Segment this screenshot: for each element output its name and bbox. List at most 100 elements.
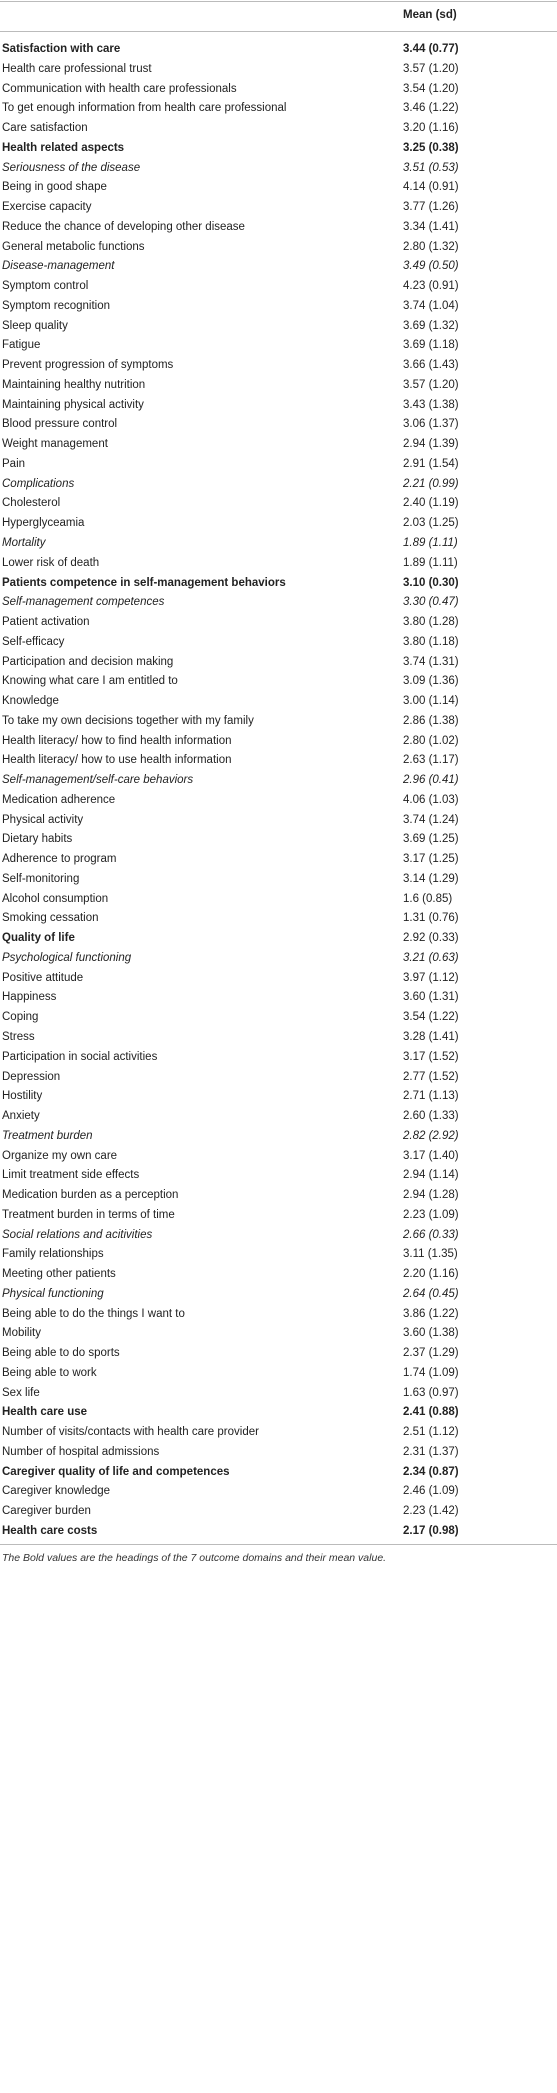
row-label: Treatment burden xyxy=(2,1129,93,1142)
row-value: 3.80 (1.28) xyxy=(403,616,459,629)
row-value: 3.69 (1.18) xyxy=(403,339,459,352)
row-value: 3.77 (1.26) xyxy=(403,201,459,214)
row-value: 2.41 (0.88) xyxy=(403,1406,459,1419)
row-value: 4.23 (0.91) xyxy=(403,280,459,293)
row-value: 3.17 (1.25) xyxy=(403,853,459,866)
row-value: 2.94 (1.39) xyxy=(403,438,459,451)
row-label: Knowledge xyxy=(2,695,59,708)
row-value: 3.51 (0.53) xyxy=(403,161,459,174)
row-value: 3.74 (1.04) xyxy=(403,299,459,312)
row-label: Exercise capacity xyxy=(2,201,92,214)
row-label: Hyperglyceamia xyxy=(2,517,85,530)
row-label: To get enough information from health ca… xyxy=(2,102,287,115)
row-label: Blood pressure control xyxy=(2,418,118,431)
row-label: Physical functioning xyxy=(2,1287,104,1300)
row-value: 3.44 (0.77) xyxy=(403,43,459,55)
row-label: Organize my own care xyxy=(2,1149,118,1162)
row-label: Maintaining healthy nutrition xyxy=(2,378,146,391)
row-label: Satisfaction with care xyxy=(2,43,121,55)
row-value: 2.96 (0.41) xyxy=(403,774,459,787)
row-label: Stress xyxy=(2,1031,35,1043)
table-footnote: The Bold values are the headings of the … xyxy=(2,1551,387,1564)
row-value: 3.69 (1.32) xyxy=(403,319,459,332)
row-label: Pain xyxy=(2,457,26,470)
row-value: 2.71 (1.13) xyxy=(403,1090,459,1103)
row-label: Weight management xyxy=(2,438,108,451)
row-value: 1.6 (0.85) xyxy=(403,892,453,905)
row-value: 1.89 (1.11) xyxy=(403,537,458,549)
row-label: Physical activity xyxy=(2,813,84,826)
row-value: 1.74 (1.09) xyxy=(403,1366,459,1379)
row-value: 2.80 (1.02) xyxy=(403,734,459,747)
row-label: Health care costs xyxy=(2,1525,98,1537)
row-label: Fatigue xyxy=(2,339,41,352)
row-value: 2.23 (1.09) xyxy=(403,1208,459,1221)
row-label: Family relationships xyxy=(2,1248,104,1261)
row-value: 3.17 (1.52) xyxy=(403,1050,459,1063)
column-header: Mean (sd) xyxy=(403,9,457,21)
row-label: Knowing what care I am entitled to xyxy=(2,675,178,688)
row-label: General metabolic functions xyxy=(2,240,145,253)
row-label: Quality of life xyxy=(2,932,75,945)
row-label: Positive attitude xyxy=(2,971,84,984)
row-value: 3.57 (1.20) xyxy=(403,378,459,391)
row-value: 2.60 (1.33) xyxy=(403,1110,459,1123)
row-label: Complications xyxy=(2,477,75,490)
row-value: 3.28 (1.41) xyxy=(403,1031,459,1043)
row-value: 3.46 (1.22) xyxy=(403,102,459,115)
row-label: Participation and decision making xyxy=(2,655,174,668)
row-label: Symptom control xyxy=(2,280,89,293)
row-label: Meeting other patients xyxy=(2,1268,116,1281)
row-value: 3.66 (1.43) xyxy=(403,359,459,372)
row-label: Reduce the chance of developing other di… xyxy=(2,220,245,233)
row-label: Sex life xyxy=(2,1386,40,1399)
row-label: Being able to work xyxy=(2,1366,97,1379)
row-label: Seriousness of the disease xyxy=(2,161,141,174)
row-label: Self-management competences xyxy=(2,596,165,609)
row-value: 2.64 (0.45) xyxy=(403,1287,459,1300)
row-value: 2.37 (1.29) xyxy=(403,1347,459,1360)
table-bottom-rule xyxy=(0,1543,557,1545)
row-label: Health related aspects xyxy=(2,141,125,154)
row-label: Happiness xyxy=(2,991,57,1004)
row-label: Being able to do sports xyxy=(2,1347,120,1360)
row-label: Health literacy/ how to find health info… xyxy=(2,734,232,747)
row-value: 3.54 (1.20) xyxy=(403,82,459,95)
row-label: Medication burden as a perception xyxy=(2,1189,179,1202)
row-value: 3.34 (1.41) xyxy=(403,220,459,233)
row-value: 2.31 (1.37) xyxy=(403,1445,459,1458)
row-value: 2.94 (1.14) xyxy=(403,1169,459,1182)
row-value: 3.30 (0.47) xyxy=(403,596,459,609)
row-value: 3.80 (1.18) xyxy=(403,635,459,648)
row-label: Self-management/self-care behaviors xyxy=(2,774,194,787)
row-label: Caregiver burden xyxy=(2,1505,91,1518)
row-value: 2.80 (1.32) xyxy=(403,240,459,253)
row-label: Maintaining physical activity xyxy=(2,398,144,411)
row-value: 3.11 (1.35) xyxy=(403,1248,458,1261)
row-value: 2.92 (0.33) xyxy=(403,932,459,945)
row-label: Disease-management xyxy=(2,260,115,273)
row-label: To take my own decisions together with m… xyxy=(2,714,254,727)
row-value: 3.14 (1.29) xyxy=(403,872,459,885)
row-label: Medication adherence xyxy=(2,793,116,806)
row-value: 1.89 (1.11) xyxy=(403,556,458,569)
row-value: 3.57 (1.20) xyxy=(403,62,459,75)
row-label: Participation in social activities xyxy=(2,1050,158,1063)
row-value: 3.49 (0.50) xyxy=(403,260,459,273)
row-label: Number of hospital admissions xyxy=(2,1445,160,1458)
row-label: Hostility xyxy=(2,1090,43,1103)
row-label: Alcohol consumption xyxy=(2,892,109,905)
row-value: 2.91 (1.54) xyxy=(403,457,459,470)
row-label: Anxiety xyxy=(2,1110,40,1123)
row-value: 2.40 (1.19) xyxy=(403,497,459,510)
row-label: Psychological functioning xyxy=(2,951,132,964)
row-value: 2.51 (1.12) xyxy=(403,1426,459,1439)
row-label: Adherence to program xyxy=(2,853,117,866)
row-label: Patient activation xyxy=(2,616,90,629)
row-value: 3.21 (0.63) xyxy=(403,951,459,964)
row-label: Caregiver quality of life and competence… xyxy=(2,1465,230,1478)
row-value: 3.60 (1.31) xyxy=(403,991,459,1004)
row-label: Sleep quality xyxy=(2,319,68,332)
row-label: Health care use xyxy=(2,1406,88,1419)
row-label: Symptom recognition xyxy=(2,299,111,312)
